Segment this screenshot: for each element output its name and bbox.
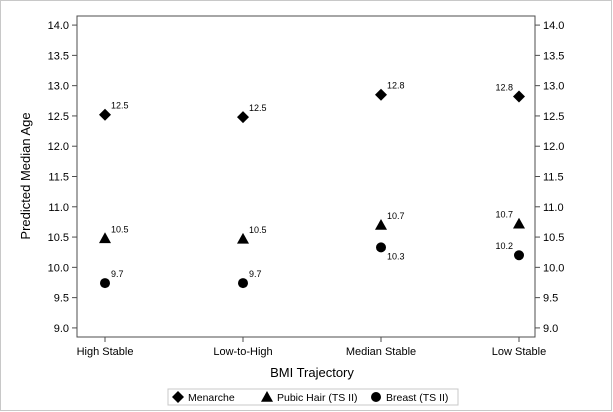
y-tick-label-right: 9.5 xyxy=(543,293,558,305)
data-label: 12.5 xyxy=(249,103,267,113)
x-axis-title: BMI Trajectory xyxy=(270,365,354,380)
y-axis-left: 9.0 9.5 10.0 10.5 11.0 11.5 12.0 12.5 13.0 13.5 14… xyxy=(48,20,77,335)
data-label: 10.7 xyxy=(387,211,405,221)
y-tick-label-left: 13.0 xyxy=(48,81,69,93)
legend-item-label: Pubic Hair (TS II) xyxy=(277,392,358,404)
legend-diamond-icon xyxy=(172,391,184,403)
y-tick-label-left: 12.5 xyxy=(48,111,69,123)
legend-item-label: Menarche xyxy=(188,392,235,404)
y-tick-label-right: 10.5 xyxy=(543,232,564,244)
circle-marker xyxy=(514,250,524,261)
data-label: 9.7 xyxy=(249,269,262,279)
y-axis-right: 9.0 9.5 10.0 10.5 11.0 11.5 12.0 12.5 13.0 13.5 14… xyxy=(535,20,564,335)
y-axis-title: Predicted Median Age xyxy=(18,112,33,239)
diamond-marker xyxy=(237,111,249,124)
data-labels: 12.5 12.5 12.8 12.8 10.5 10.5 10.7 10.7 9.7 9.7 10… xyxy=(111,81,513,279)
data-markers xyxy=(99,88,525,289)
x-tick-label: Low Stable xyxy=(492,346,546,358)
circle-marker xyxy=(238,278,248,289)
diamond-marker xyxy=(513,90,525,103)
legend: Menarche Pubic Hair (TS II) Breast (TS II) xyxy=(167,388,459,406)
x-axis: High Stable Low-to-High Median Stable Low S… xyxy=(77,337,546,358)
data-label: 12.8 xyxy=(495,83,513,93)
x-tick-label: High Stable xyxy=(77,346,134,358)
data-label: 10.2 xyxy=(495,241,513,251)
y-tick-label-right: 11.0 xyxy=(543,202,564,214)
data-label: 10.3 xyxy=(387,251,405,261)
y-tick-label-left: 10.5 xyxy=(48,232,69,244)
triangle-marker xyxy=(237,232,249,244)
y-tick-label-left: 11.5 xyxy=(48,172,69,184)
x-tick-label: Median Stable xyxy=(346,346,416,358)
legend-box xyxy=(167,388,459,406)
y-tick-label-left: 11.0 xyxy=(48,202,69,214)
y-tick-label-right: 12.5 xyxy=(543,111,564,123)
y-tick-label-left: 9.0 xyxy=(54,323,69,335)
circle-marker xyxy=(376,242,386,253)
diamond-marker xyxy=(99,108,111,121)
data-label: 10.5 xyxy=(249,225,267,235)
y-tick-label-right: 14.0 xyxy=(543,20,564,32)
y-tick-label-right: 13.0 xyxy=(543,81,564,93)
data-label: 9.7 xyxy=(111,269,124,279)
y-tick-label-left: 12.0 xyxy=(48,141,69,153)
data-label: 12.8 xyxy=(387,81,405,91)
x-tick-label: Low-to-High xyxy=(213,346,272,358)
data-label: 10.7 xyxy=(495,210,513,220)
y-tick-label-left: 13.5 xyxy=(48,50,69,62)
y-tick-label-left: 10.0 xyxy=(48,262,69,274)
triangle-marker xyxy=(513,217,525,229)
y-tick-label-left: 14.0 xyxy=(48,20,69,32)
data-label: 12.5 xyxy=(111,101,129,111)
y-tick-label-right: 11.5 xyxy=(543,172,564,184)
legend-triangle-icon xyxy=(261,391,273,402)
triangle-marker xyxy=(99,232,111,244)
diamond-marker xyxy=(375,88,387,101)
triangle-marker xyxy=(375,218,387,230)
legend-item-label: Breast (TS II) xyxy=(386,392,448,404)
y-tick-label-left: 9.5 xyxy=(54,293,69,305)
y-tick-label-right: 9.0 xyxy=(543,323,558,335)
legend-circle-icon xyxy=(371,392,381,402)
y-tick-label-right: 13.5 xyxy=(543,50,564,62)
circle-marker xyxy=(100,278,110,289)
data-label: 10.5 xyxy=(111,224,129,234)
y-tick-label-right: 12.0 xyxy=(543,141,564,153)
y-tick-label-right: 10.0 xyxy=(543,262,564,274)
